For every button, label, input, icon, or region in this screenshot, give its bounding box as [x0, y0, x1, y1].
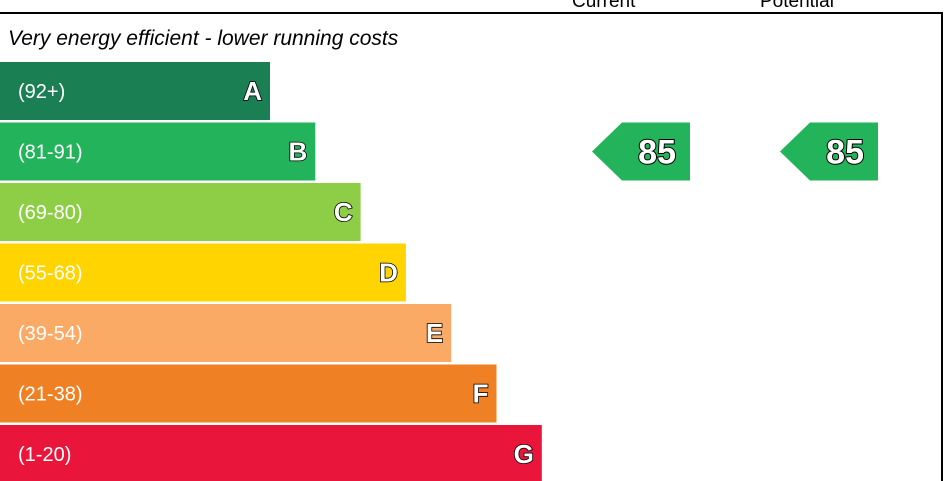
band-g-bar	[0, 425, 542, 481]
band-b-range: (81-91)	[18, 142, 82, 164]
band-c-bar	[0, 183, 361, 241]
band-g-letter: G	[514, 439, 534, 469]
band-a-range: (92+)	[18, 81, 65, 103]
band-d-bar	[0, 243, 406, 302]
band-f-bar	[0, 364, 497, 423]
potential-rating-value: 85	[826, 134, 864, 172]
band-d-letter: D	[379, 258, 398, 288]
band-g-range: (1-20)	[18, 444, 71, 466]
current-column-header: Current	[572, 0, 636, 12]
band-f-range: (21-38)	[18, 384, 82, 406]
potential-rating-arrow	[780, 122, 878, 181]
band-e-range: (39-54)	[18, 323, 82, 345]
current-rating-arrow	[592, 122, 690, 181]
band-e-bar	[0, 304, 452, 362]
band-a-bar	[0, 62, 270, 120]
band-d-range: (55-68)	[18, 263, 82, 285]
band-b-letter: B	[289, 137, 308, 167]
current-rating-value: 85	[638, 134, 676, 172]
band-b-bar	[0, 122, 316, 181]
frame-top-border	[0, 12, 943, 14]
frame-right-border	[941, 12, 943, 481]
potential-column-header: Potential	[760, 0, 834, 12]
efficiency-caption: Very energy efficient - lower running co…	[8, 27, 399, 50]
band-a-letter: A	[243, 76, 262, 106]
band-f-letter: F	[473, 379, 489, 409]
band-c-letter: C	[334, 197, 353, 227]
band-c-range: (69-80)	[18, 202, 82, 224]
band-e-letter: E	[426, 318, 443, 348]
